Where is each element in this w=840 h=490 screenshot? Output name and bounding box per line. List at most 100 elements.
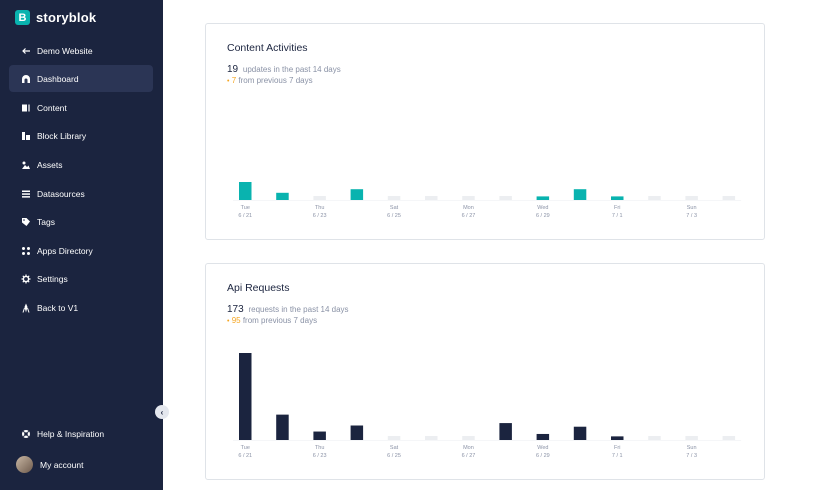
bar-7-2[interactable] — [648, 196, 661, 200]
tick-date-label: 6 / 27 — [462, 213, 476, 219]
bar-6-29[interactable] — [536, 433, 550, 440]
tick-day-label: Mon — [463, 205, 474, 211]
block-library-icon — [17, 131, 35, 141]
tick-day-label: Fri — [614, 205, 620, 211]
sidebar-item-label: Tags — [37, 216, 55, 227]
avatar — [16, 456, 33, 473]
back-label: Demo Website — [37, 45, 93, 56]
tag-icon — [17, 217, 35, 227]
sidebar-item-assets[interactable]: Assets — [9, 151, 153, 178]
dashboard-icon — [17, 74, 35, 84]
content-activities-chart: Tue 6 / 21 Thu 6 / 23 Sat 6 / 25 Mon 6 / 27 Wed 6… — [206, 172, 764, 247]
tick-day-label: Fri — [614, 445, 620, 451]
requests-count: 173 requests in the past 14 days — [227, 304, 349, 315]
bar-7-3[interactable] — [685, 436, 698, 440]
tick-day-label: Mon — [463, 445, 474, 451]
tick-date-label: 6 / 21 — [238, 213, 252, 219]
sidebar-item-content[interactable]: Content — [9, 94, 153, 121]
account-label: My account — [40, 459, 84, 470]
bar-6-23[interactable] — [313, 431, 326, 440]
datasources-icon — [17, 189, 35, 199]
content-icon — [17, 103, 35, 113]
tick-date-label: 7 / 3 — [686, 453, 697, 459]
bar-7-2[interactable] — [648, 436, 661, 440]
sidebar-item-label: Back to V1 — [37, 302, 79, 313]
tick-day-label: Thu — [315, 205, 324, 211]
bar-6-22[interactable] — [276, 192, 289, 200]
content-activities-card: Content Activities 19 updates in the pas… — [205, 23, 765, 240]
sidebar-item-label: Block Library — [37, 130, 87, 141]
bar-6-27[interactable] — [462, 196, 475, 200]
bar-6-28[interactable] — [499, 423, 512, 440]
tick-date-label: 6 / 21 — [238, 453, 252, 459]
tick-date-label: 6 / 27 — [462, 453, 476, 459]
collapse-sidebar-button[interactable]: ‹ — [155, 405, 169, 419]
sidebar-item-label: Assets — [37, 159, 63, 170]
tick-date-label: 6 / 25 — [387, 213, 401, 219]
sidebar-item-label: Dashboard — [37, 73, 79, 84]
bar-6-21[interactable] — [239, 353, 252, 440]
sidebar-item-label: Settings — [37, 273, 68, 284]
sidebar-item-label: Datasources — [37, 188, 85, 199]
v1-icon — [17, 303, 35, 313]
assets-icon — [17, 160, 35, 170]
bar-6-24[interactable] — [350, 425, 364, 441]
arrow-left-icon — [17, 46, 35, 56]
bar-7-3[interactable] — [685, 196, 698, 200]
bar-7-4[interactable] — [722, 436, 736, 440]
card-title: Content Activities — [227, 42, 308, 54]
sidebar: B storyblok Demo Website Dashboard Conte… — [0, 0, 163, 490]
tick-day-label: Wed — [537, 205, 548, 211]
activity-delta: • 7 from previous 7 days — [227, 76, 313, 85]
bar-6-27[interactable] — [462, 436, 475, 440]
tick-date-label: 7 / 3 — [686, 213, 697, 219]
tick-day-label: Tue — [241, 445, 250, 451]
logo-mark-icon: B — [15, 10, 30, 25]
sidebar-item-label: Apps Directory — [37, 245, 93, 256]
chevron-left-icon: ‹ — [160, 407, 164, 417]
bar-6-29[interactable] — [536, 196, 550, 200]
api-requests-bars: Tue 6 / 21 Thu 6 / 23 Sat 6 / 25 Mon 6 / 27 Wed 6… — [233, 353, 742, 459]
help-inspiration-link[interactable]: Help & Inspiration — [9, 420, 153, 447]
bar-6-22[interactable] — [276, 414, 289, 440]
bar-7-4[interactable] — [722, 196, 736, 200]
my-account-link[interactable]: My account — [9, 451, 153, 478]
bar-6-25[interactable] — [387, 196, 401, 200]
bar-7-1[interactable] — [611, 436, 624, 440]
tick-date-label: 6 / 25 — [387, 453, 401, 459]
sidebar-item-tags[interactable]: Tags — [9, 208, 153, 235]
bar-6-25[interactable] — [387, 436, 401, 440]
brand-name: storyblok — [36, 10, 97, 25]
bar-6-26[interactable] — [425, 196, 438, 200]
tick-day-label: Sat — [390, 445, 399, 451]
tick-day-label: Tue — [241, 205, 250, 211]
sidebar-item-datasources[interactable]: Datasources — [9, 180, 153, 207]
bar-6-23[interactable] — [313, 196, 326, 200]
sidebar-item-dashboard[interactable]: Dashboard — [9, 65, 153, 92]
tick-day-label: Sun — [687, 205, 697, 211]
api-requests-card: Api Requests 173 requests in the past 14… — [205, 263, 765, 480]
sidebar-item-settings[interactable]: Settings — [9, 265, 153, 292]
bar-6-24[interactable] — [350, 189, 364, 200]
bar-6-28[interactable] — [499, 196, 512, 200]
bar-6-21[interactable] — [239, 182, 252, 200]
activity-count: 19 updates in the past 14 days — [227, 64, 341, 75]
bar-6-30[interactable] — [573, 189, 587, 200]
tick-date-label: 6 / 23 — [313, 213, 327, 219]
bar-7-1[interactable] — [611, 196, 624, 200]
bar-6-26[interactable] — [425, 436, 438, 440]
sidebar-item-back-to-v1[interactable]: Back to V1 — [9, 294, 153, 321]
tick-date-label: 6 / 29 — [536, 453, 550, 459]
sidebar-item-block-library[interactable]: Block Library — [9, 122, 153, 149]
sidebar-item-apps-directory[interactable]: Apps Directory — [9, 237, 153, 264]
back-to-space-link[interactable]: Demo Website — [9, 37, 153, 64]
tick-date-label: 6 / 29 — [536, 213, 550, 219]
content-activities-bars: Tue 6 / 21 Thu 6 / 23 Sat 6 / 25 Mon 6 / 27 Wed 6… — [233, 182, 742, 219]
tick-date-label: 7 / 1 — [612, 213, 623, 219]
requests-delta: • 95 from previous 7 days — [227, 316, 318, 325]
tick-day-label: Thu — [315, 445, 324, 451]
tick-day-label: Sun — [687, 445, 697, 451]
bar-6-30[interactable] — [573, 426, 587, 440]
lifebuoy-icon — [17, 429, 35, 439]
storyblok-logo[interactable]: B storyblok — [15, 10, 96, 25]
